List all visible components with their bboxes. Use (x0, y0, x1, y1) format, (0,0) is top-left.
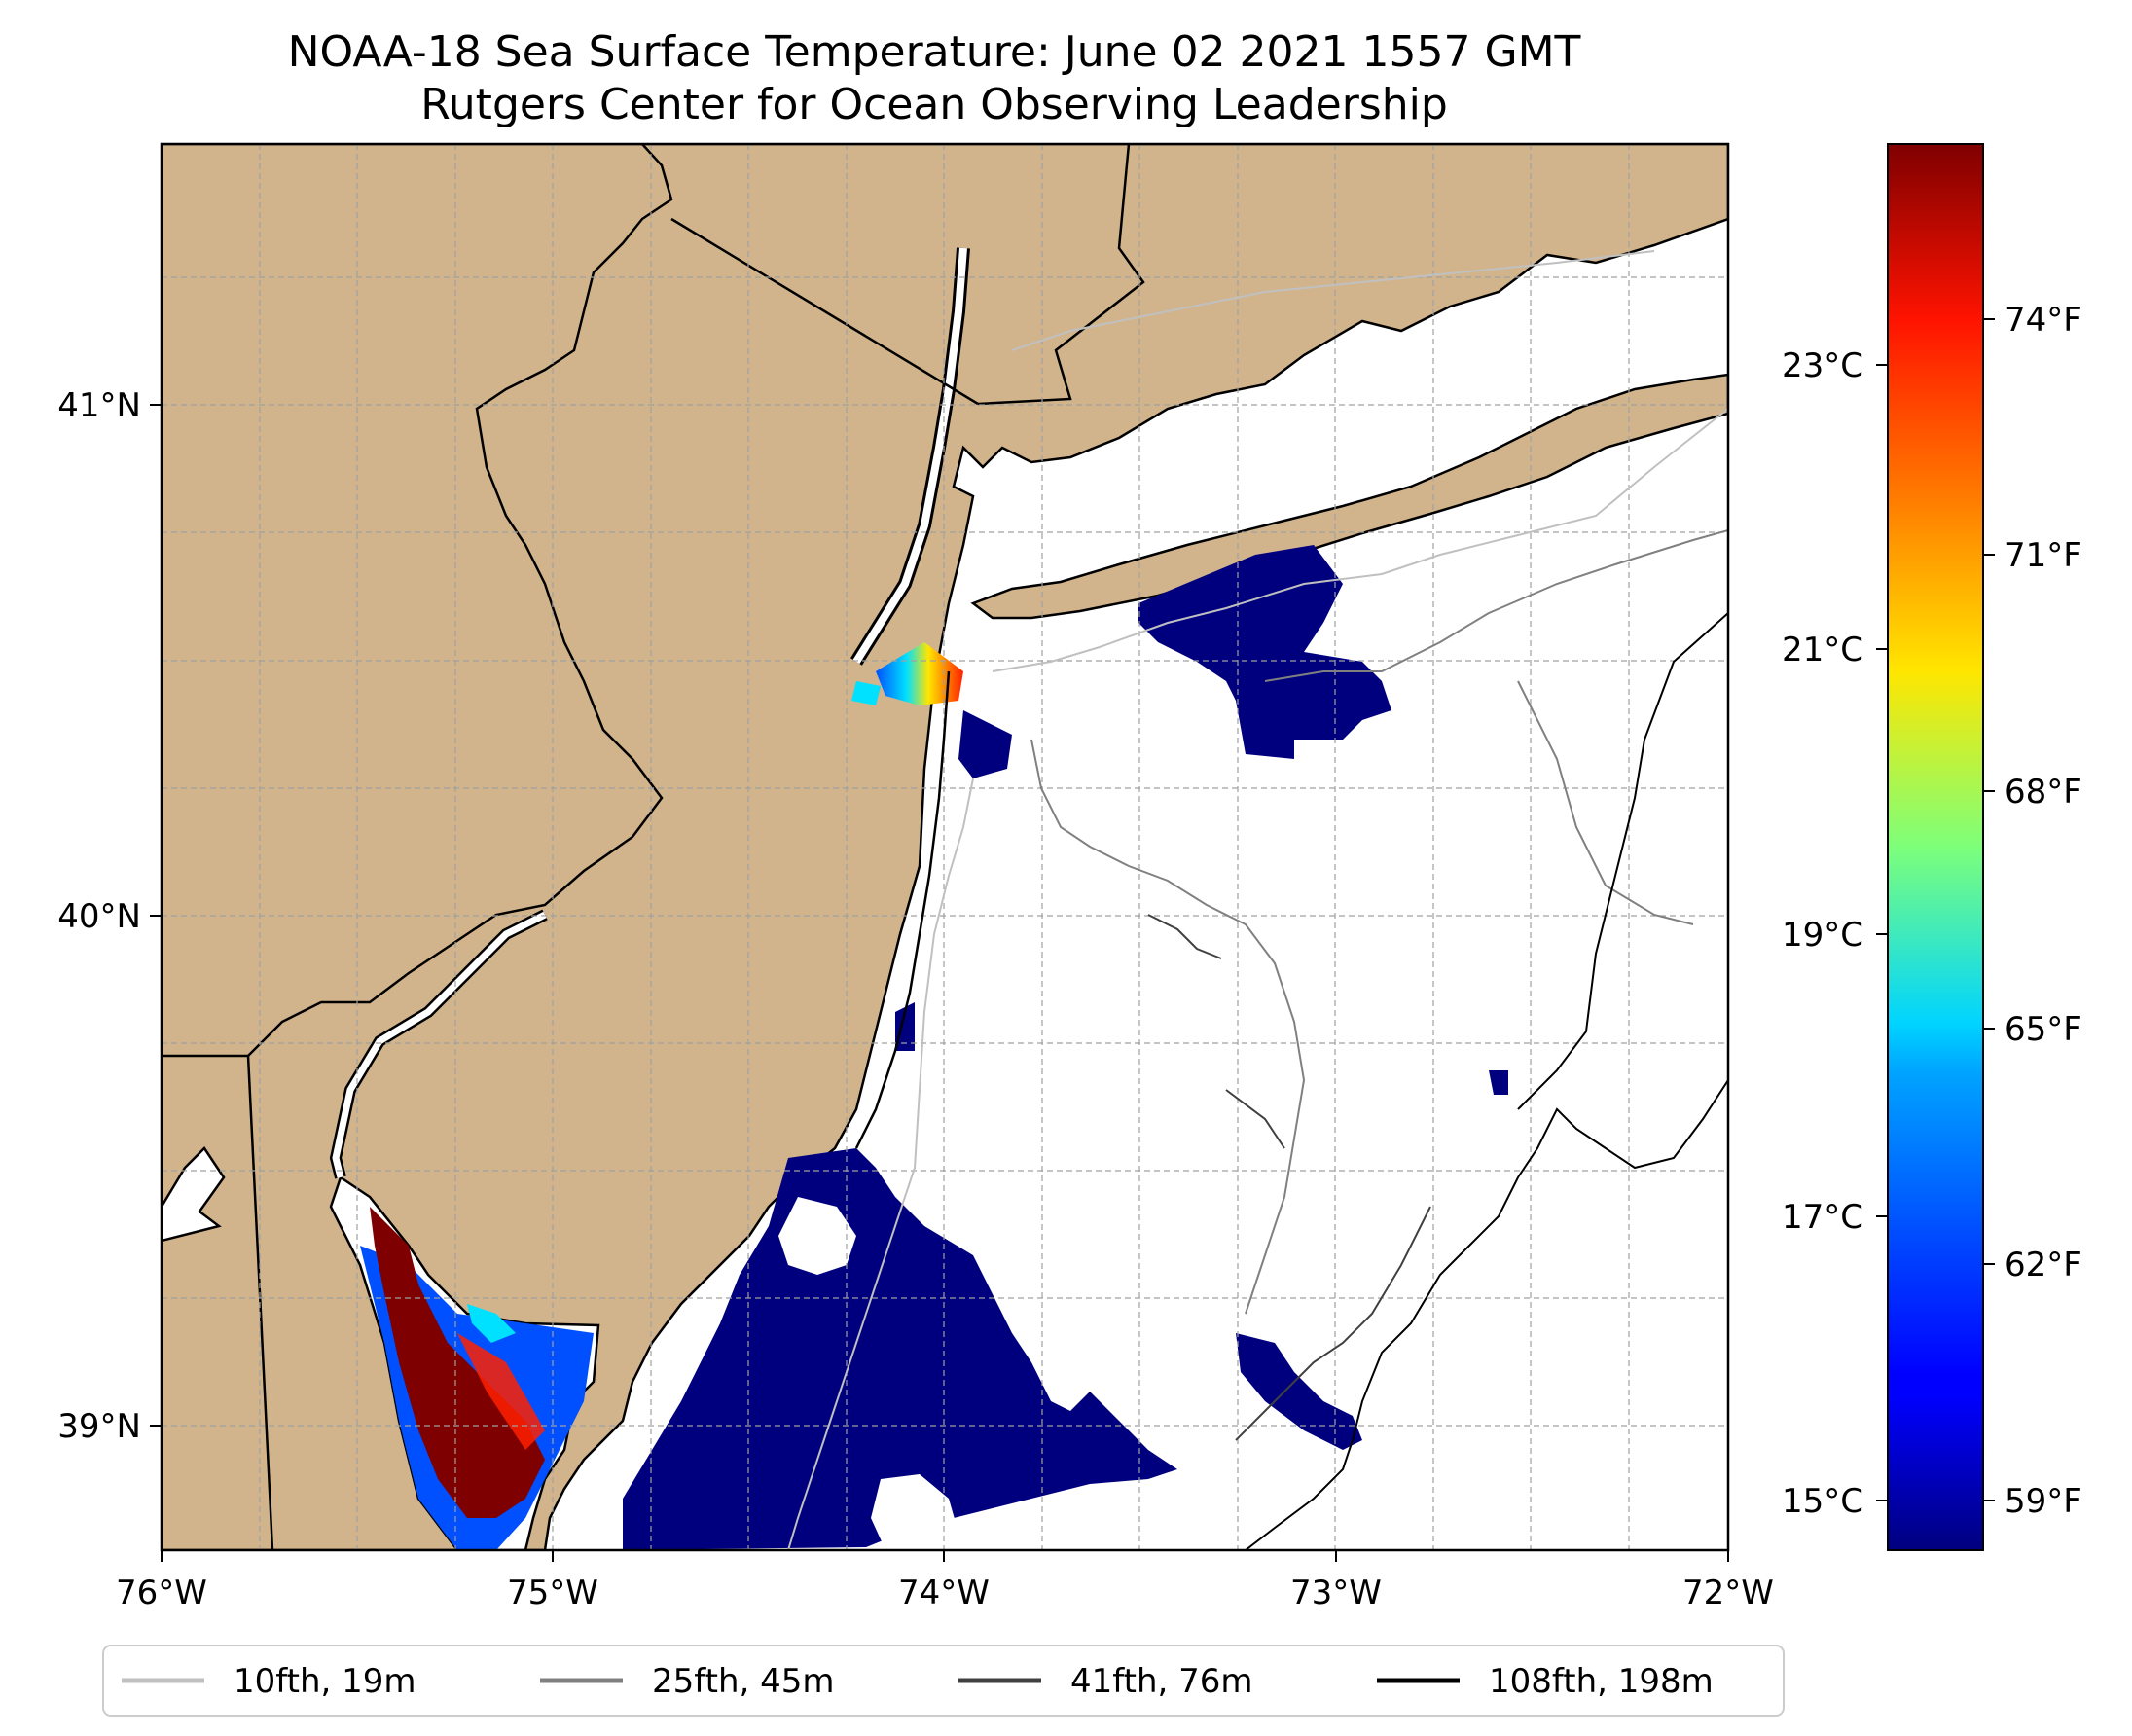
colorbar-fahrenheit-ticks (1983, 318, 1995, 1501)
title-line-1: NOAA-18 Sea Surface Temperature: June 02… (288, 27, 1581, 77)
celsius-tick-label: 19°C (1782, 916, 1863, 955)
celsius-tick-label: 23°C (1782, 346, 1863, 385)
nj-coastline (854, 670, 951, 1149)
legend-label: 108fth, 198m (1489, 1662, 1714, 1701)
fahrenheit-tick-label: 74°F (2005, 301, 2082, 340)
celsius-tick-label: 21°C (1782, 631, 1863, 669)
legend-label: 10fth, 19m (234, 1662, 416, 1701)
sst-warm-plume (360, 642, 963, 1550)
fahrenheit-tick-label: 62°F (2005, 1246, 2082, 1284)
lat-axis (150, 404, 162, 1427)
state-borders (162, 144, 1145, 1550)
colorbar (1887, 143, 1984, 1551)
lat-tick-label: 41°N (57, 386, 141, 425)
isobath-41fth (1147, 914, 1431, 1441)
grid-lines (162, 144, 1728, 1550)
celsius-tick-label: 15°C (1782, 1482, 1863, 1521)
fahrenheit-tick-label: 68°F (2005, 773, 2082, 812)
map-panel (162, 144, 1728, 1550)
chesapeake-inlet (162, 1146, 226, 1243)
legend-label: 25fth, 45m (652, 1662, 835, 1701)
legend-box (102, 1645, 1785, 1717)
title-line-2: Rutgers Center for Ocean Observing Leade… (420, 80, 1448, 129)
fahrenheit-tick-label: 65°F (2005, 1010, 2082, 1049)
lon-axis (161, 1550, 1729, 1562)
celsius-tick-label: 17°C (1782, 1198, 1863, 1237)
lon-tick-label: 75°W (507, 1573, 598, 1612)
legend: 10fth, 19m 25fth, 45m 41fth, 76m 108fth,… (102, 1645, 1785, 1717)
isobath-10fth (787, 250, 1728, 1550)
isobath-25fth (1030, 529, 1728, 1315)
colorbar-celsius-ticks (1876, 364, 1888, 1501)
sst-cold-water (623, 545, 1508, 1550)
fahrenheit-tick-label: 59°F (2005, 1482, 2082, 1521)
fahrenheit-tick-label: 71°F (2005, 536, 2082, 575)
legend-label: 41fth, 76m (1070, 1662, 1253, 1701)
lon-tick-label: 76°W (116, 1573, 207, 1612)
lat-tick-label: 39°N (57, 1407, 141, 1446)
lon-tick-label: 73°W (1290, 1573, 1382, 1612)
lon-tick-label: 74°W (898, 1573, 990, 1612)
lon-tick-label: 72°W (1682, 1573, 1774, 1612)
isobath-108fth (1245, 612, 1728, 1550)
lat-tick-label: 40°N (57, 897, 141, 936)
